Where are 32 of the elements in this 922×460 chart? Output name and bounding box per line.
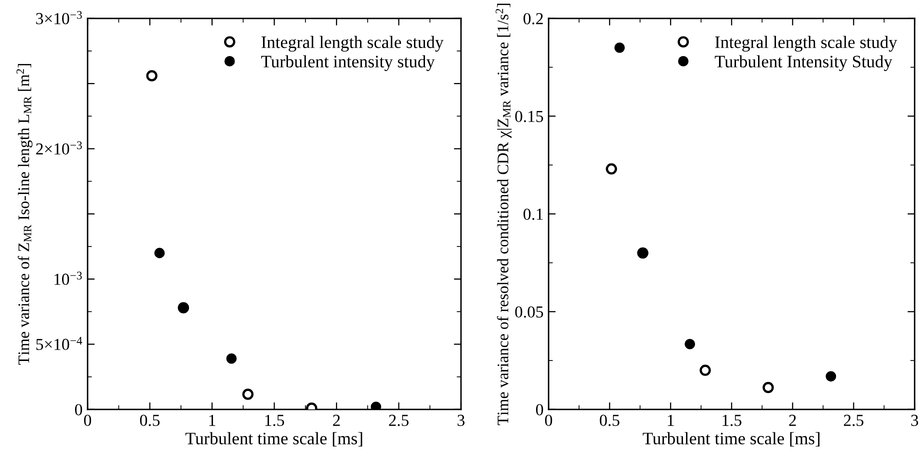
y-tick-label: 2×10$^{−3}$: [36, 141, 82, 155]
y-tick-label: 0: [536, 404, 544, 416]
x-tick-label: 3: [458, 414, 465, 426]
x-tick-label: 2: [789, 414, 796, 426]
x-tick-label: 0: [545, 414, 552, 426]
y-tick-label: 0.1: [524, 208, 543, 220]
y-tick-label: 0.15: [515, 110, 544, 122]
x-axis-title: Turbulent time scale [ms]: [642, 432, 820, 447]
y-tick-label: 0.2: [524, 13, 543, 24]
x-tick-label: 0: [84, 414, 92, 426]
x-tick-label: 0.5: [140, 414, 160, 426]
x-tick-label: 2.5: [389, 414, 409, 426]
legend-label: Integral length scale study: [715, 36, 898, 52]
legend-label: Turbulent Intensity Study: [714, 55, 892, 72]
x-tick-label: 2.5: [844, 414, 864, 426]
y-axis-title: Time variance of Z$_{MR}$ Iso-line length L$_{MR}$ [m$^{2}$]: [16, 64, 32, 365]
legend-label: Integral length scale study: [262, 36, 444, 52]
y-tick-label: 10$^{−3}$: [54, 272, 82, 285]
x-tick-label: 3: [911, 414, 918, 426]
x-tick-label: 1.5: [722, 414, 742, 426]
x-axis-title: Turbulent time scale [ms]: [185, 432, 362, 447]
x-tick-label: 2: [333, 414, 340, 426]
x-tick-label: 0.5: [600, 414, 620, 426]
y-axis-title: Time variance of resolved conditioned CDR χ|Z$_{MR}$ variance [1/s$^{2}$]: [496, 4, 512, 426]
x-tick-label: 1: [668, 414, 674, 426]
legend-label: Turbulent intensity study: [261, 55, 435, 72]
y-tick-label: 5×10$^{−4}$: [36, 336, 82, 350]
y-tick-label: 0: [75, 404, 82, 416]
y-tick-label: 3×10$^{−3}$: [36, 11, 82, 24]
x-tick-label: 1: [209, 414, 216, 426]
x-tick-label: 1.5: [265, 414, 284, 426]
y-tick-label: 0.05: [515, 306, 544, 318]
